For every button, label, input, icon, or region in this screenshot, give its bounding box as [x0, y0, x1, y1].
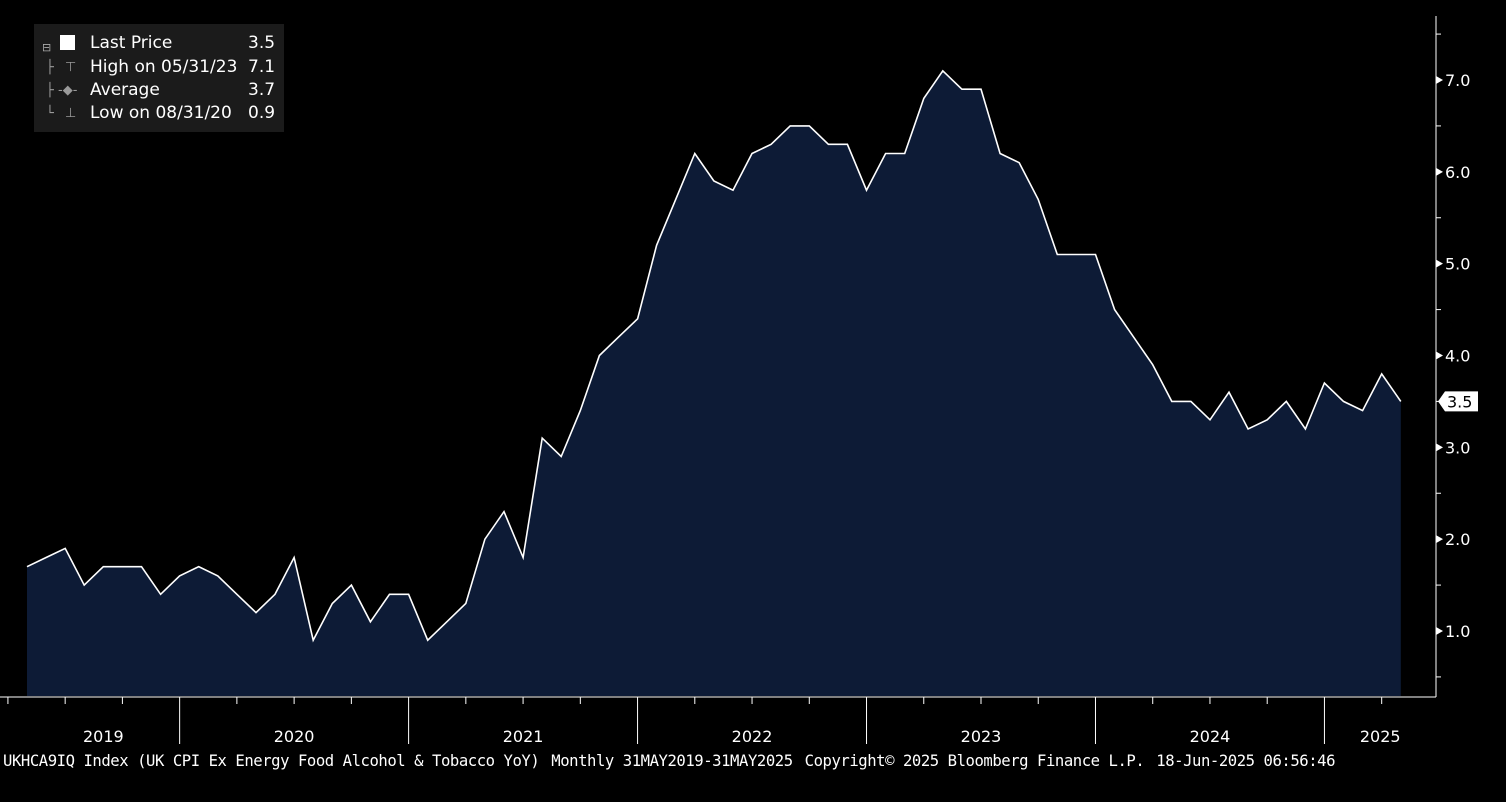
y-tick-label: 1.0 — [1445, 622, 1470, 641]
y-major-tick — [1436, 351, 1443, 360]
x-tick-label: 2021 — [503, 727, 544, 746]
y-major-tick — [1436, 627, 1443, 635]
x-tick-label: 2019 — [83, 727, 124, 746]
y-tick-label: 7.0 — [1445, 71, 1470, 90]
y-tick-label: 2.0 — [1445, 530, 1470, 549]
high-marker-icon: ├ ⊤ — [46, 60, 77, 75]
y-tick-label: 3.0 — [1445, 438, 1470, 457]
last-value-label: 3.5 — [1447, 392, 1472, 411]
y-tick-label: 5.0 — [1445, 255, 1470, 274]
x-tick-label: 2024 — [1190, 727, 1231, 746]
y-major-tick — [1436, 76, 1443, 84]
series-line — [26, 69, 1402, 643]
footer-range: Monthly 31MAY2019-31MAY2025 — [551, 752, 793, 770]
legend-label: Last Price — [90, 33, 173, 53]
legend-row-last-price: ⊟ Last Price 3.5 — [42, 32, 280, 55]
x-tick-label: 2025 — [1360, 727, 1401, 746]
y-tick-label: 6.0 — [1445, 163, 1470, 182]
y-tick-label: 4.0 — [1445, 347, 1470, 366]
chart-footer: UKHCA9IQ Index (UK CPI Ex Energy Food Al… — [3, 752, 1503, 770]
y-major-tick — [1436, 443, 1443, 452]
white-square-icon: ⊟ — [42, 32, 84, 55]
legend-value: 0.9 — [248, 103, 276, 123]
low-marker-icon: └ ⊥ — [46, 106, 77, 121]
footer-copyright: Copyright© 2025 Bloomberg Finance L.P. — [804, 752, 1145, 770]
average-marker-icon: ├ -◆- — [46, 83, 78, 98]
legend-value: 3.5 — [248, 33, 276, 53]
x-tick-label: 2022 — [732, 727, 773, 746]
legend-row-average: ├ -◆- Average 3.7 — [42, 79, 280, 102]
legend-label: Average — [90, 80, 160, 100]
footer-ticker: UKHCA9IQ Index (UK CPI Ex Energy Food Al… — [3, 752, 540, 770]
last-value-marker — [1438, 391, 1478, 412]
footer-timestamp: 18-Jun-2025 06:56:46 — [1156, 752, 1336, 770]
area-fill — [27, 70, 1401, 697]
legend-value: 7.1 — [248, 57, 276, 77]
legend-label: Low on 08/31/20 — [90, 103, 232, 123]
y-major-tick — [1436, 167, 1443, 176]
legend: ⊟ Last Price 3.5 ├ ⊤ High on 05/31/23 7.1… — [34, 24, 284, 132]
legend-row-low: └ ⊥ Low on 08/31/20 0.9 — [42, 102, 280, 125]
legend-row-high: ├ ⊤ High on 05/31/23 7.1 — [42, 56, 280, 79]
legend-label: High on 05/31/23 — [90, 57, 238, 77]
y-major-tick — [1436, 259, 1443, 268]
x-tick-label: 2020 — [274, 727, 315, 746]
x-tick-label: 2023 — [961, 727, 1002, 746]
legend-value: 3.7 — [248, 80, 276, 100]
y-major-tick — [1436, 535, 1443, 544]
